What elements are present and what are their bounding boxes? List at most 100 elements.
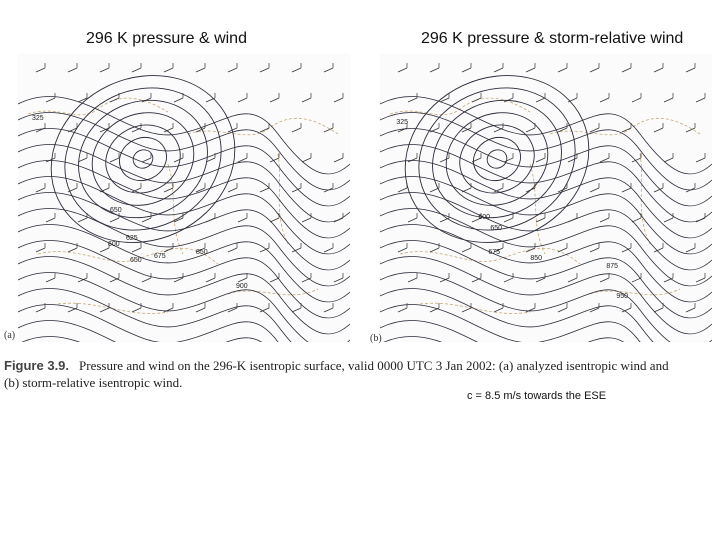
pressure-contour [18, 112, 350, 191]
wind-barb-shaft [269, 97, 280, 103]
wind-barb-shaft [259, 187, 270, 193]
wind-barb-shaft [397, 127, 408, 133]
wind-barb-shaft [333, 157, 344, 163]
wind-barb-shaft [195, 187, 206, 193]
wind-barb-shaft [653, 247, 664, 253]
wind-barb [227, 243, 238, 253]
wind-barb-shaft [99, 307, 110, 313]
wind-barb [493, 303, 504, 313]
wind-barb [109, 213, 120, 223]
wind-barb-shaft [429, 67, 440, 73]
pressure-contour [383, 336, 443, 342]
pressure-contour [132, 149, 154, 169]
wind-barb-shaft [323, 67, 334, 73]
pressure-contour [473, 136, 521, 182]
wind-barb-shaft [589, 187, 600, 193]
wind-barb [237, 273, 248, 283]
wind-barb-shaft [291, 247, 302, 253]
wind-barb-shaft [35, 307, 46, 313]
wind-barb [163, 123, 174, 133]
wind-barb-shaft [109, 157, 120, 163]
wind-barb-shaft [109, 217, 120, 223]
pressure-contour [18, 160, 350, 239]
wind-barb-shaft [567, 217, 578, 223]
pressure-contour [380, 256, 712, 335]
wind-barb-shaft [695, 217, 706, 223]
wind-barb-shaft [493, 307, 504, 313]
wind-barb [35, 63, 46, 73]
wind-barb [685, 123, 696, 133]
wind-barb [67, 243, 78, 253]
wind-barb-shaft [333, 217, 344, 223]
wind-barb-shaft [471, 217, 482, 223]
wind-barb-shaft [195, 307, 206, 313]
wind-barb [567, 273, 578, 283]
wind-barb [35, 303, 46, 313]
contour-label: 650 [490, 225, 502, 232]
pressure-contour [21, 336, 81, 342]
wind-barb [621, 303, 632, 313]
pressure-contour [486, 149, 508, 169]
contour-label: 600 [478, 214, 490, 221]
pressure-contour [380, 160, 712, 239]
wind-barb-shaft [291, 187, 302, 193]
wind-barb [163, 63, 174, 73]
wind-barb [525, 123, 536, 133]
wind-barb [195, 303, 206, 313]
wind-barb [663, 213, 674, 223]
wind-barb [323, 303, 334, 313]
wind-barb-shaft [99, 187, 110, 193]
wind-barb-shaft [205, 97, 216, 103]
wind-barb [397, 243, 408, 253]
wind-barb-shaft [323, 247, 334, 253]
wind-barb-shaft [663, 157, 674, 163]
wind-barb [259, 243, 270, 253]
wind-barb-shaft [557, 67, 568, 73]
wind-barb [77, 153, 88, 163]
wind-barb [67, 183, 78, 193]
wind-barb-shaft [589, 67, 600, 73]
wind-barb [67, 123, 78, 133]
wind-barb [173, 273, 184, 283]
pressure-contour [18, 176, 350, 255]
wind-barb [67, 303, 78, 313]
wind-barb-shaft [205, 217, 216, 223]
pressure-contour [380, 96, 712, 175]
wind-barb [461, 123, 472, 133]
wind-barb-shaft [77, 157, 88, 163]
wind-barb-shaft [653, 127, 664, 133]
wind-barb-shaft [535, 157, 546, 163]
wind-barb [493, 243, 504, 253]
wind-barb [131, 123, 142, 133]
wind-barb [663, 153, 674, 163]
wind-barb [35, 243, 46, 253]
contour-label: 325 [32, 115, 44, 122]
wind-barb-shaft [567, 277, 578, 283]
wind-barb-shaft [173, 157, 184, 163]
pressure-contour [119, 136, 167, 182]
wind-barb-shaft [557, 307, 568, 313]
wind-barb-shaft [653, 307, 664, 313]
wind-barb [599, 273, 610, 283]
wind-barb [333, 93, 344, 103]
wind-barb-shaft [227, 187, 238, 193]
right-panel-title: 296 K pressure & storm-relative wind [421, 30, 684, 47]
wind-barb-shaft [695, 157, 706, 163]
wind-barb [567, 213, 578, 223]
wind-barb-shaft [67, 67, 78, 73]
wind-barb [323, 123, 334, 133]
wind-barb-shaft [323, 127, 334, 133]
wind-barb [599, 213, 610, 223]
wind-barb-shaft [407, 277, 418, 283]
wind-barb-shaft [599, 97, 610, 103]
wind-barb-shaft [259, 127, 270, 133]
wind-barb [35, 183, 46, 193]
wind-barb-shaft [493, 247, 504, 253]
wind-barb-shaft [429, 127, 440, 133]
wind-barb [471, 93, 482, 103]
pressure-contour [18, 208, 350, 287]
pressure-contour [380, 320, 624, 342]
wind-barb-shaft [131, 127, 142, 133]
pressure-contour [18, 304, 279, 342]
wind-barb-shaft [695, 97, 706, 103]
